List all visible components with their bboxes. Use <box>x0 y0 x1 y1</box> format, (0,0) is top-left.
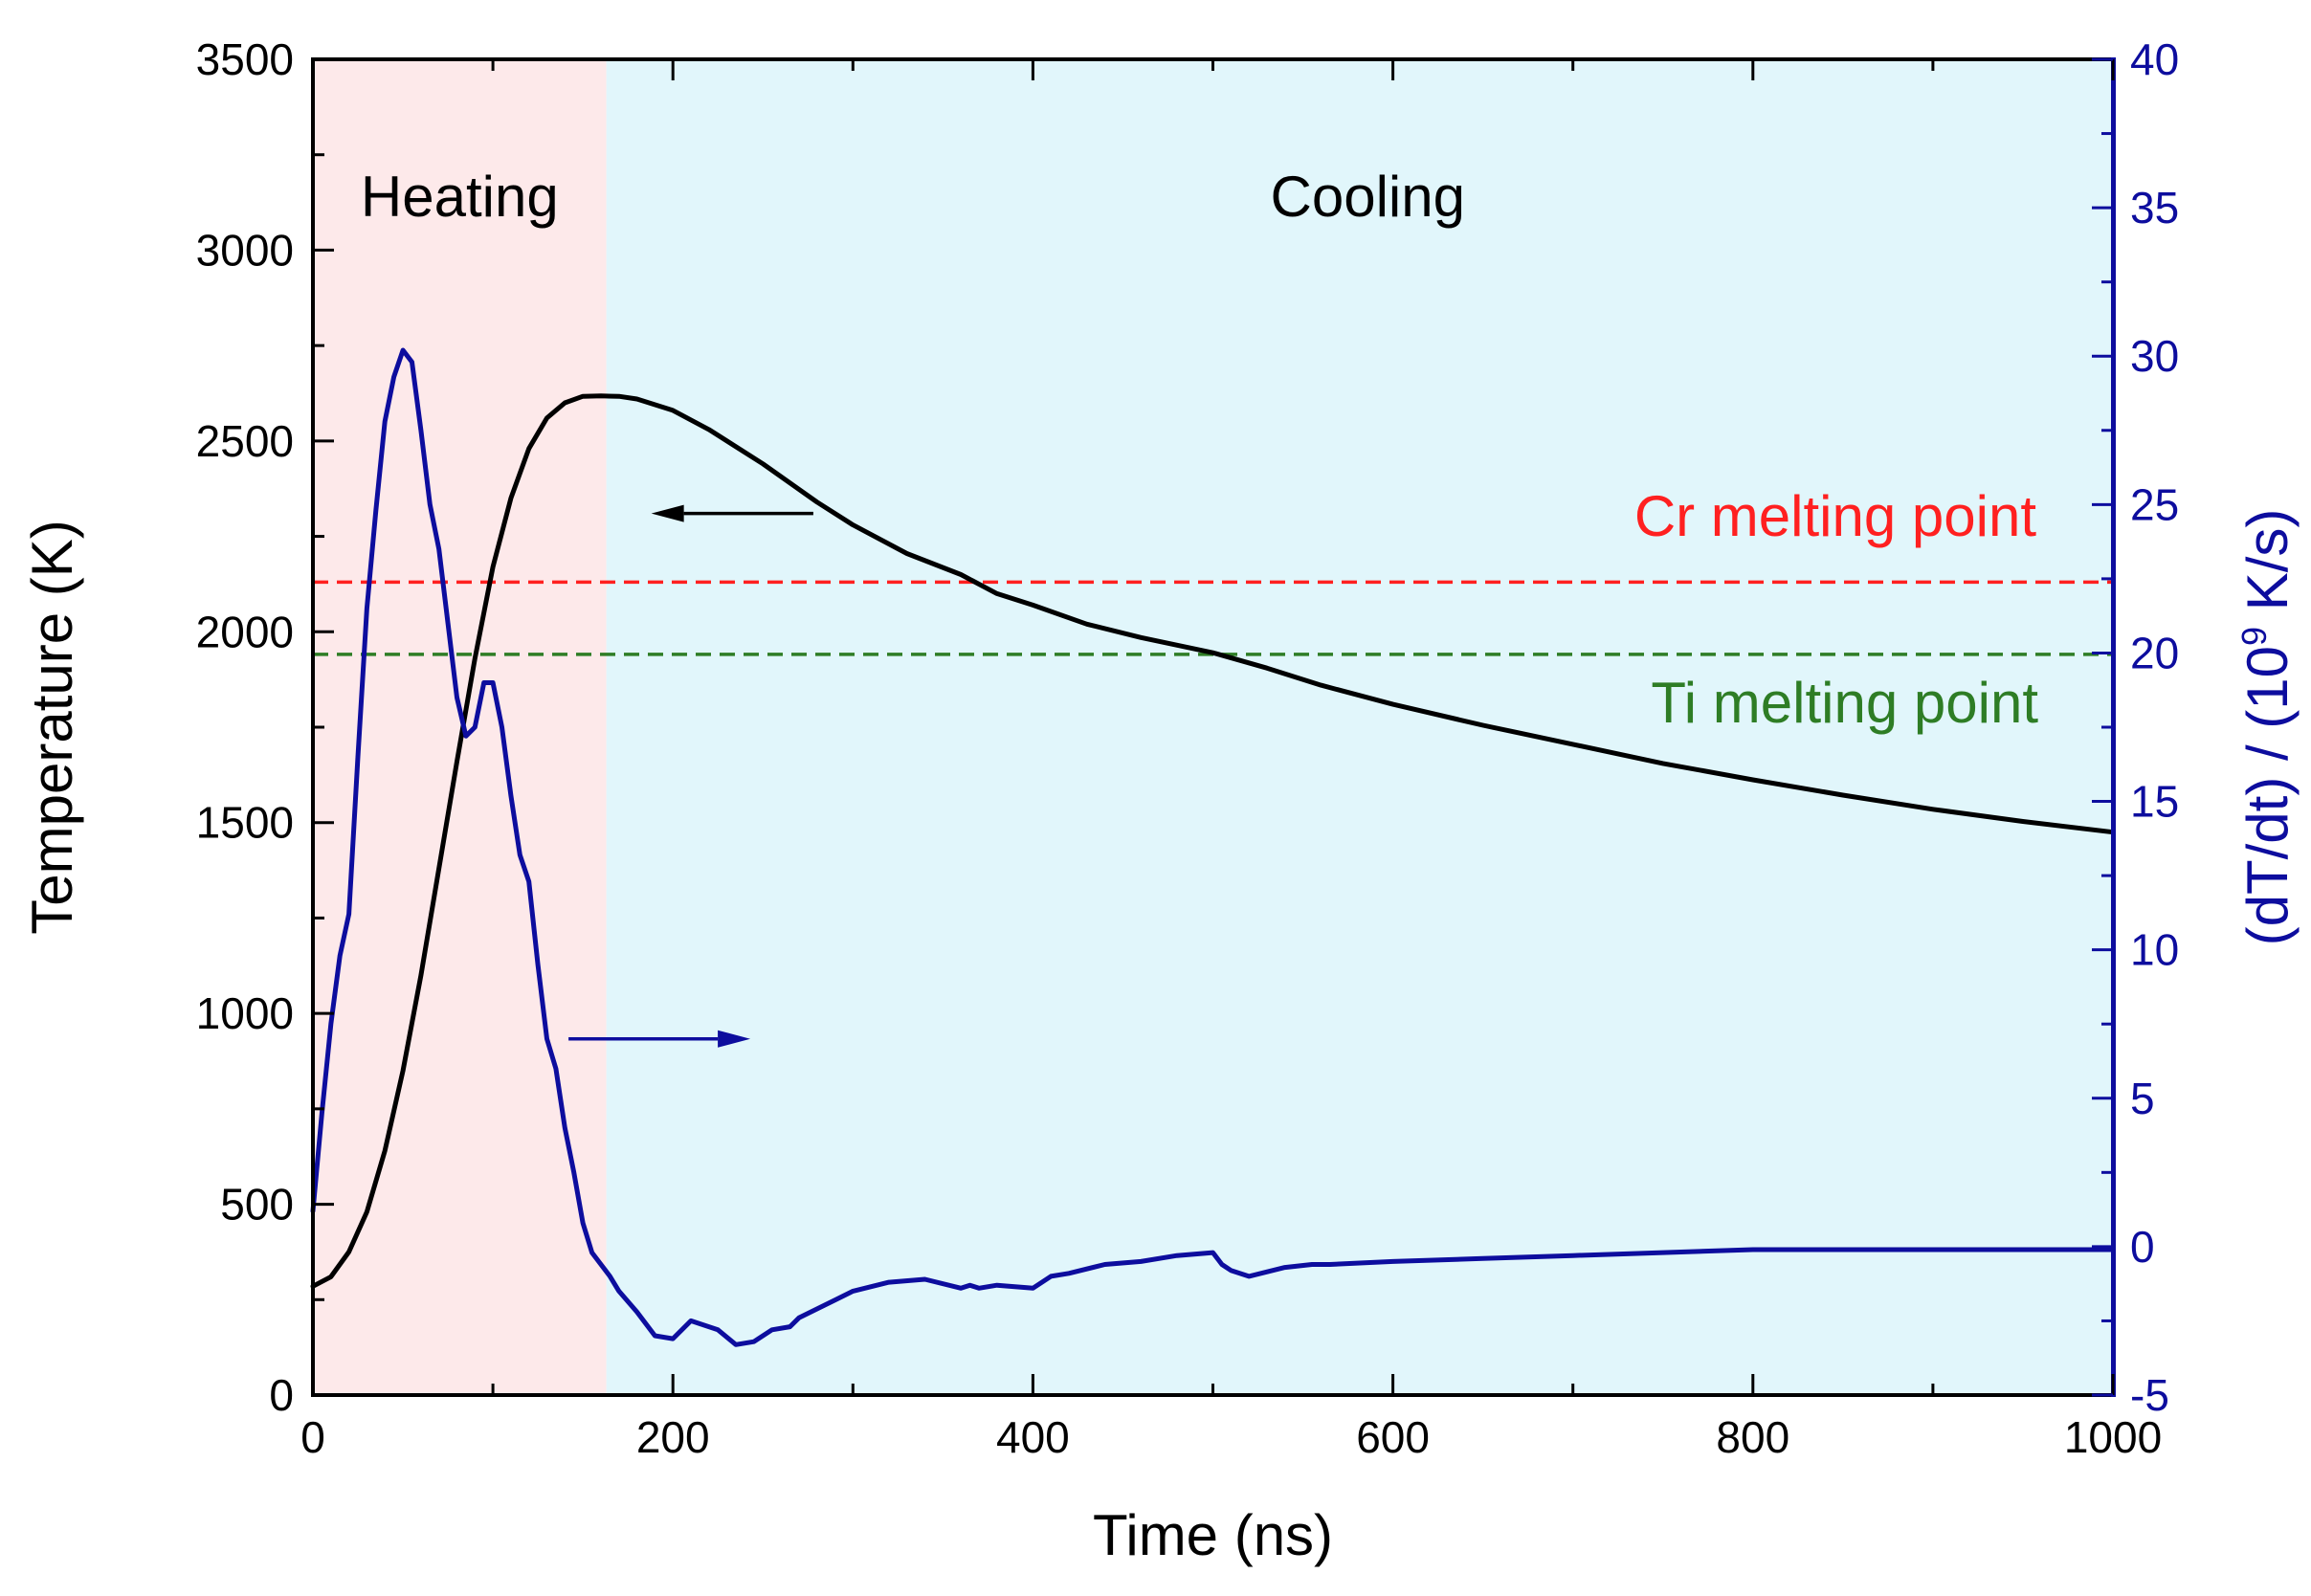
region-label-cooling: Cooling <box>1271 165 1465 229</box>
y2-tick-label: 15 <box>2130 777 2179 827</box>
y-axis-right: -5 0 5 10 15 20 25 30 35 40 <box>2092 34 2179 1420</box>
y2-tick-label: 20 <box>2130 628 2179 677</box>
y-tick-label: 3000 <box>196 225 294 275</box>
y-tick-label: 1000 <box>196 988 294 1038</box>
y2-axis-title-tail: K/s) <box>2235 509 2300 627</box>
cr-melting-point-label: Cr melting point <box>1634 484 2037 548</box>
right-axis-line <box>2111 57 2116 1397</box>
data-series <box>310 347 2116 1347</box>
annotation-arrows <box>568 504 813 1048</box>
right-arrow-head <box>718 1030 751 1048</box>
x-tick-label: 0 <box>300 1412 325 1462</box>
y-tick-label: 1500 <box>196 798 294 848</box>
y-axis-title: Temperature (K) <box>20 520 84 934</box>
y2-tick-label: -5 <box>2130 1370 2169 1420</box>
x-tick-label: 1000 <box>2064 1412 2162 1462</box>
y2-axis-title: (dT/dt) / (109 K/s) <box>2234 509 2300 946</box>
x-tick-label: 600 <box>1356 1412 1430 1462</box>
y2-axis-title-main: (dT/dt) / (10 <box>2235 646 2300 945</box>
x-axis-title: Time (ns) <box>1093 1503 1333 1567</box>
y-tick-label: 3500 <box>196 34 294 84</box>
series-line-dtdt <box>310 347 2116 1347</box>
y2-tick-label: 40 <box>2130 34 2179 84</box>
y-tick-label: 500 <box>220 1180 294 1230</box>
y-axis-left: 0 500 1000 1500 2000 2500 3000 3500 <box>196 34 334 1420</box>
y2-tick-label: 0 <box>2130 1222 2155 1272</box>
y2-tick-label: 25 <box>2130 479 2179 529</box>
region-cooling <box>606 59 2113 1395</box>
y-tick-label: 0 <box>269 1370 294 1420</box>
y2-tick-label: 5 <box>2130 1074 2155 1123</box>
y2-tick-label: 30 <box>2130 331 2179 381</box>
y2-tick-label: 10 <box>2130 925 2179 975</box>
x-tick-label: 400 <box>996 1412 1070 1462</box>
plot-regions <box>313 59 2113 1395</box>
left-arrow-head <box>651 504 684 522</box>
region-heating <box>313 59 607 1395</box>
y2-tick-label: 35 <box>2130 183 2179 233</box>
y-tick-label: 2000 <box>196 607 294 656</box>
ti-melting-point-label: Ti melting point <box>1651 671 2038 735</box>
y2-axis-title-superscript: 9 <box>2234 627 2274 646</box>
region-label-heating: Heating <box>361 165 559 229</box>
x-axis: 0 200 400 600 800 1000 <box>300 59 2162 1462</box>
x-tick-label: 800 <box>1716 1412 1789 1462</box>
x-tick-label: 200 <box>636 1412 710 1462</box>
y-tick-label: 2500 <box>196 416 294 466</box>
series-line-temperature <box>310 393 2116 1289</box>
